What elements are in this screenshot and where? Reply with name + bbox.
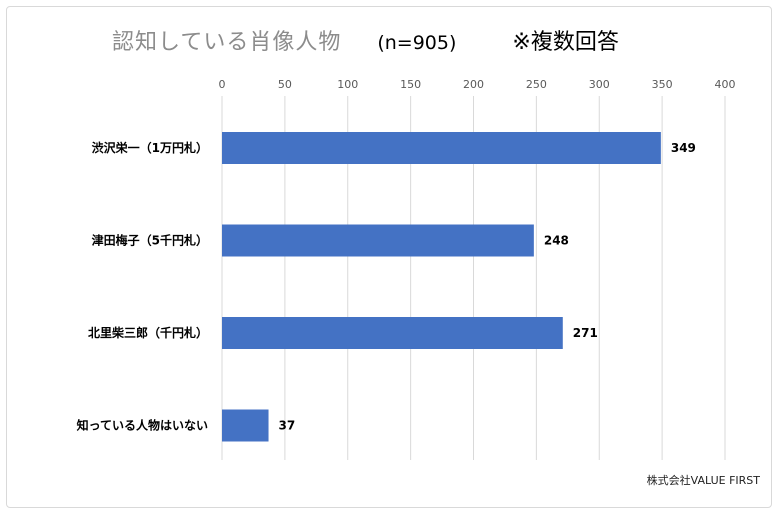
value-label: 37 — [279, 419, 296, 433]
company-credit: 株式会社VALUE FIRST — [646, 474, 760, 487]
bar-0 — [222, 132, 661, 164]
sample-size: (n=905) — [377, 32, 457, 54]
chart-title: 認知している肖像人物 — [112, 30, 342, 55]
category-label: 津田梅子（5千円札） — [92, 233, 208, 248]
bar-3 — [222, 409, 269, 442]
bar-1 — [222, 224, 534, 257]
x-tick-label: 50 — [278, 78, 292, 91]
x-tick-label: 350 — [652, 78, 673, 91]
category-label: 渋沢栄一（1万円札） — [92, 140, 208, 155]
bar-2 — [222, 317, 563, 349]
x-tick-label: 150 — [400, 78, 421, 91]
value-label: 248 — [544, 234, 569, 248]
chart-frame — [6, 6, 772, 508]
x-tick-label: 300 — [589, 78, 610, 91]
multiple-answer-note: ※複数回答 — [512, 30, 619, 55]
value-label: 349 — [671, 141, 696, 155]
x-tick-label: 0 — [219, 78, 226, 91]
value-label: 271 — [573, 326, 598, 340]
title-row: 認知している肖像人物 (n=905) ※複数回答 — [112, 24, 619, 60]
category-label: 北里柴三郎（千円札） — [88, 325, 208, 340]
x-tick-label: 250 — [526, 78, 547, 91]
x-tick-label: 100 — [337, 78, 358, 91]
category-label: 知っている人物はいない — [76, 418, 208, 433]
x-tick-label: 200 — [463, 78, 484, 91]
x-tick-label: 400 — [715, 78, 736, 91]
